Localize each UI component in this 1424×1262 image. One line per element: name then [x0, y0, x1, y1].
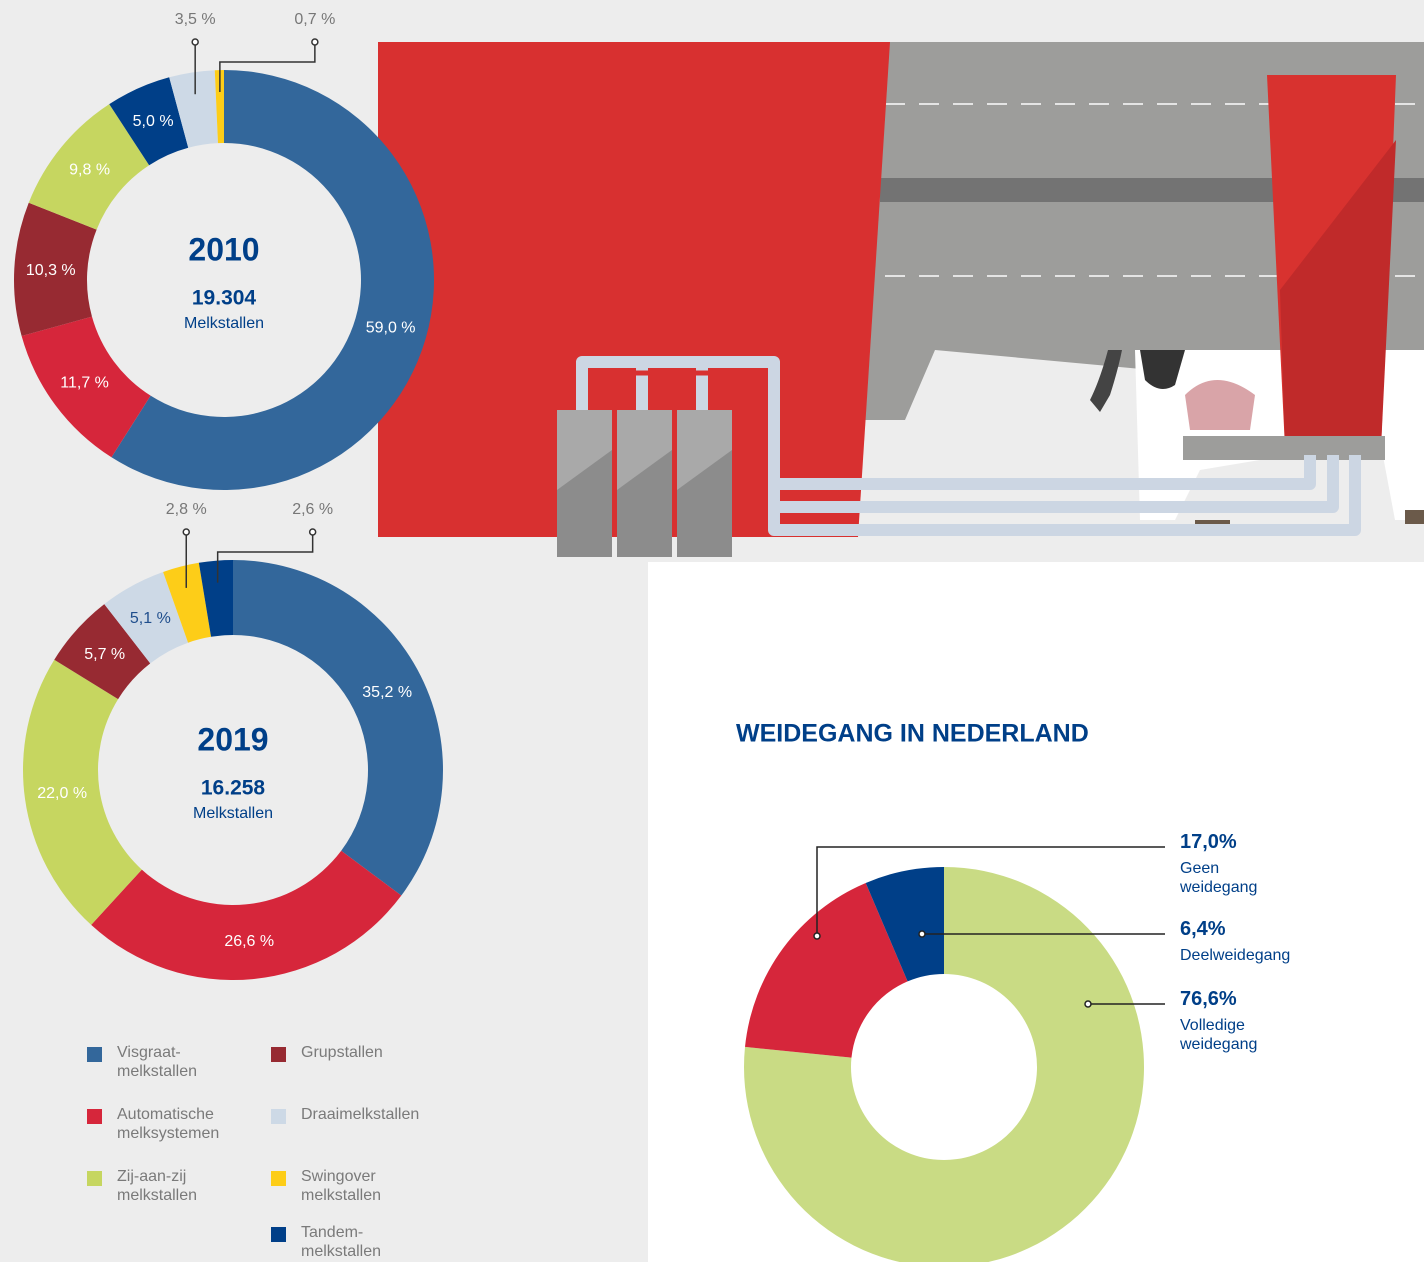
slice [104, 571, 189, 664]
slice [233, 560, 443, 896]
slice-label: 59,0 % [366, 320, 416, 337]
leader-dot [191, 38, 199, 46]
center-label: Melkstallen [193, 805, 273, 822]
category-label: Deelweidegang [1180, 947, 1291, 964]
legend-swatch [271, 1171, 286, 1186]
slice-label: 0,7 % [294, 11, 335, 28]
slice [745, 882, 908, 1058]
slice-label: 5,1 % [130, 610, 171, 627]
leader-dot [813, 932, 821, 940]
slice [163, 562, 212, 643]
legend-swatch [87, 1047, 102, 1062]
leader-dot [308, 528, 317, 536]
legend-label: Grupstallen [301, 1044, 383, 1061]
leader-line [219, 42, 316, 93]
slice: Draaimelkstallen [169, 70, 218, 148]
center-label: Melkstallen [184, 315, 264, 332]
category-label: Volledige weidegang [1180, 1017, 1258, 1053]
legend-swatch [271, 1109, 286, 1124]
center-title: 2010 [188, 231, 259, 267]
slice: Automatische melksystemen [21, 316, 151, 458]
legend-label: Swingover melkstallen [301, 1168, 382, 1204]
legend-label: Tandem-melkstallen [301, 1224, 382, 1260]
slice-label: 9,8 % [69, 161, 110, 178]
leader-dot [182, 528, 190, 536]
leader-line [816, 846, 1165, 936]
category-label: Geen weidegang [1180, 860, 1258, 896]
center-value: 16.258 [201, 777, 266, 800]
slice: Visgraat-melkstallen [111, 70, 434, 490]
legend-swatch [271, 1227, 286, 1242]
legend-label: Visgraat-melkstallen [117, 1044, 198, 1080]
slice-label: 22,0 % [37, 785, 87, 802]
slice [865, 867, 944, 982]
legend-swatch [271, 1047, 286, 1062]
slice-label: 5,7 % [84, 646, 125, 663]
slice [91, 850, 402, 981]
value-label: 17,0% [1180, 831, 1237, 853]
slice-label: 3,5 % [175, 11, 216, 28]
slice-label: 10,3 % [26, 262, 76, 279]
center-title: 2019 [197, 721, 268, 757]
slice-label: 2,8 % [166, 501, 207, 518]
slice [198, 560, 233, 637]
slice [54, 604, 151, 700]
legend-swatch [87, 1171, 102, 1186]
slice-label: 5,0 % [133, 113, 174, 130]
legend-label: Automatische melksystemen [117, 1106, 220, 1142]
leader-line [216, 532, 314, 583]
slice-label: 2,6 % [292, 501, 333, 518]
slice-label: 35,2 % [362, 684, 412, 701]
leader-dot [1084, 1000, 1092, 1008]
slice: Tandem-melkstallen [109, 77, 189, 166]
slice: Zij-aan-zij melkstallen [28, 104, 150, 230]
legend-swatch [87, 1109, 102, 1124]
legend-label: Draaimelkstallen [301, 1106, 420, 1123]
value-label: 76,6% [1180, 988, 1237, 1010]
slice-label: 11,7 % [60, 375, 109, 392]
leader-dot [918, 930, 926, 938]
illustration [378, 42, 1424, 557]
slice: Swingover melkstallen [214, 70, 224, 144]
slice [744, 867, 1144, 1262]
center-value: 19.304 [192, 287, 257, 310]
value-label: 6,4% [1180, 918, 1226, 940]
chart-title: WEIDEGANG IN NEDERLAND [736, 720, 1089, 748]
slice [22, 659, 142, 925]
legend-label: Zij-aan-zij melkstallen [117, 1168, 198, 1204]
slice: Grupstallen [13, 202, 97, 337]
leader-dot [311, 38, 319, 46]
slice-label: 26,6 % [224, 933, 274, 950]
